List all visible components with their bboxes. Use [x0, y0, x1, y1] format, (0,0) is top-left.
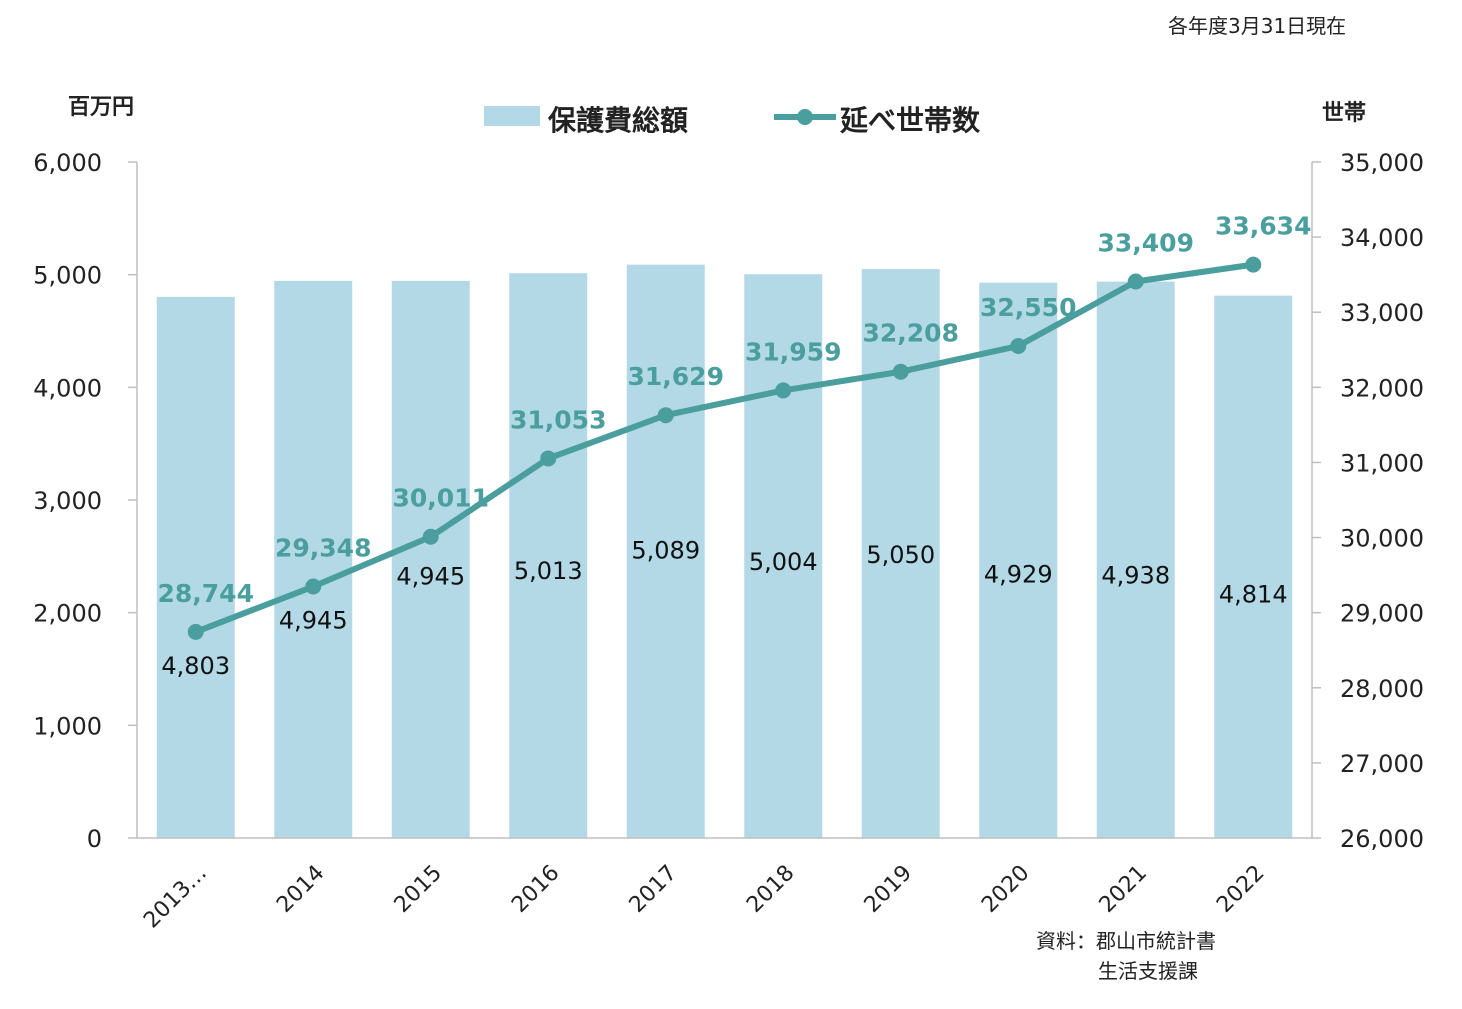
y-right-tick-label: 32,000 — [1340, 374, 1424, 402]
line-point-2018 — [775, 382, 792, 399]
line-point-2013… — [187, 623, 204, 640]
legend-swatch-bar — [484, 106, 540, 126]
bar-value-label: 4,945 — [279, 607, 348, 635]
x-tick-label: 2017 — [625, 861, 682, 918]
legend-label-bar: 保護費総額 — [548, 104, 688, 137]
line-value-label: 32,208 — [863, 319, 959, 348]
bar-value-label: 4,803 — [161, 652, 230, 680]
bar-2013… — [156, 296, 235, 838]
bar-2022 — [1214, 295, 1293, 838]
line-value-label: 31,629 — [628, 362, 724, 391]
source-line-1: 資料：郡山市統計書 — [1036, 929, 1216, 953]
line-point-2017 — [657, 407, 674, 424]
x-tick-label: 2018 — [742, 861, 799, 918]
y-left-tick-label: 0 — [87, 825, 102, 853]
bar-value-label: 5,013 — [514, 557, 583, 585]
y-right-tick-label: 27,000 — [1340, 750, 1424, 778]
x-tick-label: 2019 — [860, 861, 917, 918]
y-right-tick-label: 28,000 — [1340, 675, 1424, 703]
bar-2021 — [1096, 281, 1175, 839]
line-value-label: 32,550 — [980, 293, 1076, 322]
line-value-label: 30,011 — [393, 484, 489, 513]
bar-2015 — [391, 280, 470, 838]
y-left-tick-label: 2,000 — [33, 600, 102, 628]
y-right-tick-label: 26,000 — [1340, 825, 1424, 853]
y-left-tick-label: 3,000 — [33, 487, 102, 515]
bar-value-label: 4,814 — [1219, 581, 1288, 609]
y-right-tick-label: 29,000 — [1340, 600, 1424, 628]
line-point-2022 — [1245, 256, 1262, 273]
bar-value-label: 5,004 — [749, 548, 818, 576]
source-note: 資料：郡山市統計書 生活支援課 — [1036, 926, 1216, 986]
bar-value-label: 5,089 — [631, 537, 700, 565]
y-left-tick-label: 4,000 — [33, 374, 102, 402]
line-value-label: 33,634 — [1215, 212, 1311, 241]
bar-2017 — [626, 264, 705, 838]
y-right-tick-label: 35,000 — [1340, 149, 1424, 177]
line-value-label: 31,053 — [510, 405, 606, 434]
y-right-axis-label: 世帯 — [1322, 100, 1366, 126]
x-tick-label: 2013… — [139, 861, 212, 934]
x-tick-label: 2015 — [390, 861, 447, 918]
line-value-label: 28,744 — [158, 579, 254, 608]
y-right-tick-label: 31,000 — [1340, 449, 1424, 477]
bar-2020 — [979, 282, 1058, 838]
line-point-2016 — [540, 450, 557, 467]
x-tick-label: 2016 — [507, 861, 564, 918]
y-left-tick-label: 1,000 — [33, 712, 102, 740]
line-point-2019 — [892, 363, 909, 380]
line-point-2015 — [422, 528, 439, 545]
legend-label-line: 延べ世帯数 — [839, 104, 981, 137]
x-tick-label: 2021 — [1095, 861, 1152, 918]
source-line-2: 生活支援課 — [1098, 959, 1198, 983]
line-value-label: 31,959 — [745, 337, 841, 366]
line-point-2021 — [1127, 273, 1144, 290]
bar-value-label: 4,938 — [1101, 562, 1170, 590]
line-series-households — [194, 261, 1254, 635]
x-tick-label: 2014 — [272, 861, 329, 918]
bar-value-label: 4,929 — [984, 561, 1053, 589]
line-point-2020 — [1010, 338, 1027, 355]
bar-value-label: 5,050 — [866, 541, 935, 569]
date-note: 各年度3月31日現在 — [1168, 14, 1347, 38]
bar-2018 — [744, 274, 823, 838]
x-tick-label: 2022 — [1212, 861, 1269, 918]
line-point-2014 — [305, 578, 322, 595]
bar-value-label: 4,945 — [396, 563, 465, 591]
bar-2016 — [509, 273, 588, 838]
bar-2014 — [274, 280, 353, 838]
y-left-axis-label: 百万円 — [68, 95, 134, 120]
line-value-label: 33,409 — [1098, 229, 1194, 258]
line-value-label: 29,348 — [275, 534, 371, 563]
y-left-tick-label: 6,000 — [33, 149, 102, 177]
y-right-tick-label: 33,000 — [1340, 299, 1424, 327]
legend-swatch-marker — [797, 109, 813, 125]
x-tick-label: 2020 — [977, 861, 1034, 918]
y-right-tick-label: 30,000 — [1340, 525, 1424, 553]
y-right-tick-label: 34,000 — [1340, 224, 1424, 252]
y-left-tick-label: 5,000 — [33, 262, 102, 290]
